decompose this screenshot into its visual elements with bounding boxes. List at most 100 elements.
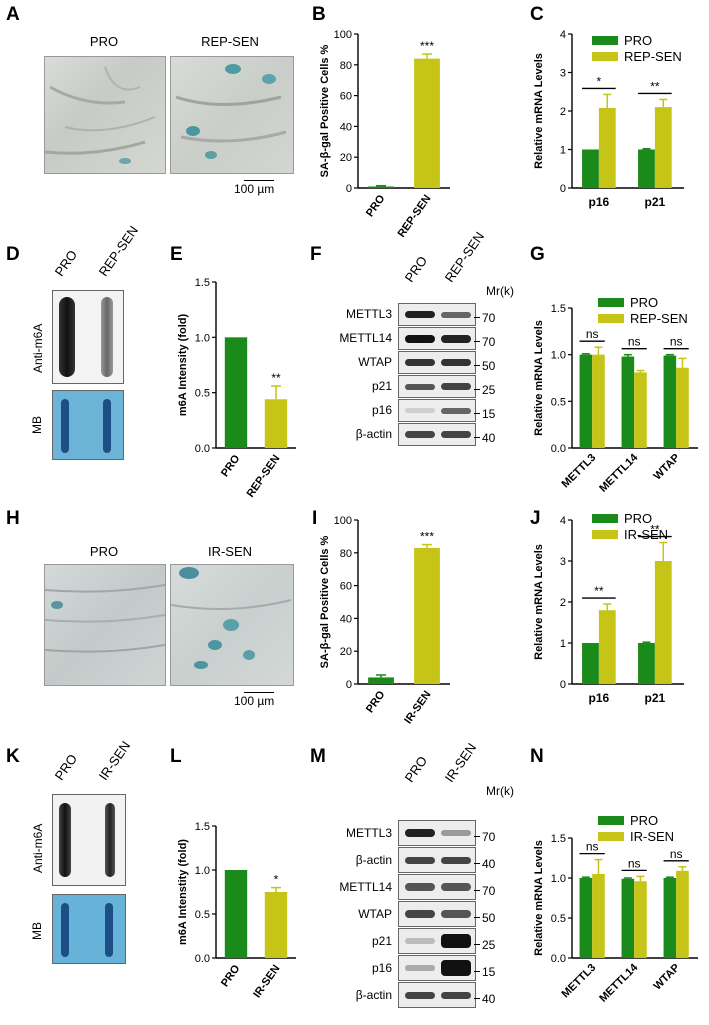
significance-label: *** — [420, 39, 434, 53]
western-mw-label: 40 — [482, 991, 496, 1006]
y-tick-label: 0.0 — [551, 953, 566, 965]
western-mw-tick — [474, 413, 480, 414]
panel-letter-k: K — [6, 746, 20, 767]
western-band — [441, 910, 471, 918]
blot-k-mb-image — [52, 894, 126, 964]
western-band-strip — [398, 982, 476, 1008]
bar — [368, 186, 394, 188]
panel-letter-f: F — [310, 244, 322, 265]
chart-g: 0.0 0.5 1.0 1.5 Relative mRNA Levels METTL3 ns… — [533, 295, 698, 495]
micrograph-a-left-caption: PRO — [89, 34, 119, 49]
legend-swatch — [598, 298, 624, 307]
y-tick-label: 100 — [334, 515, 352, 527]
western-band-strip — [398, 955, 476, 981]
legend-swatch — [598, 816, 624, 825]
western-mw-label: 40 — [482, 856, 496, 871]
western-row-label: METTL14 — [339, 879, 392, 894]
x-tick-label: p21 — [645, 195, 666, 209]
western-m-lane1-label: PRO — [401, 753, 431, 785]
legend-label: IR-SEN — [624, 527, 668, 542]
western-row-label: β-actin — [355, 852, 392, 867]
y-tick-label: 1.5 — [195, 277, 210, 289]
blot-k-anti-m6a-image — [52, 794, 126, 886]
micrograph-h-pro-image — [44, 564, 166, 686]
x-tick-label: p21 — [645, 691, 666, 705]
western-band — [441, 991, 471, 999]
western-band — [441, 934, 471, 948]
western-mw-tick — [474, 997, 480, 999]
western-row-label: β-actin — [355, 987, 392, 1002]
western-band — [405, 383, 435, 390]
panel-letter-b: B — [312, 4, 326, 25]
x-tick-label: METTL3 — [560, 962, 599, 1001]
legend-swatch — [592, 52, 618, 61]
bar — [579, 878, 593, 958]
western-band — [441, 311, 471, 318]
blot-k-bottom-label: MB — [30, 922, 44, 940]
western-mw-label: 70 — [482, 829, 496, 844]
bar — [654, 561, 672, 684]
bar — [676, 367, 689, 448]
x-tick-label: METTL14 — [597, 451, 641, 495]
western-band — [405, 829, 435, 837]
western-band — [441, 359, 471, 366]
bar — [414, 58, 440, 188]
panel-letter-d: D — [6, 244, 20, 265]
western-band-strip — [398, 928, 476, 954]
y-axis-label: SA-β-gal Positive Cells % — [319, 535, 331, 668]
chart-n: 0.0 0.5 1.0 1.5 Relative mRNA Levels METTL3 ns… — [533, 813, 698, 1005]
significance-label: * — [597, 74, 602, 88]
micrograph-h-right-caption: IR-SEN — [207, 544, 253, 559]
western-row-label: METTL3 — [345, 825, 392, 840]
legend-label: IR-SEN — [630, 829, 674, 844]
y-tick-label: 0.0 — [195, 953, 210, 965]
y-tick-label: 2 — [560, 106, 566, 118]
western-band — [441, 856, 471, 864]
y-tick-label: 0.0 — [551, 443, 566, 455]
bar — [579, 354, 593, 448]
panel-letter-j: J — [530, 508, 541, 529]
western-band — [441, 431, 471, 438]
legend-label: PRO — [630, 813, 658, 828]
western-row-label: METTL3 — [345, 307, 392, 321]
panel-letter-n: N — [530, 746, 544, 767]
significance-label: ns — [628, 335, 641, 349]
bar — [368, 677, 394, 684]
western-mw-tick — [474, 943, 480, 945]
y-tick-label: 0.5 — [195, 909, 210, 921]
western-mw-label: 25 — [482, 937, 496, 952]
blot-k-lane2-label: IR-SEN — [95, 738, 134, 783]
panel-letter-l: L — [170, 746, 182, 767]
bar — [663, 878, 677, 958]
significance-label: ns — [586, 327, 599, 341]
western-mw-label: 70 — [482, 883, 496, 898]
y-axis-label: Relative mRNA Levels — [533, 544, 545, 660]
bar — [621, 356, 635, 448]
legend-swatch — [592, 514, 618, 523]
western-band — [405, 311, 435, 318]
western-row-label: p16 — [371, 403, 392, 417]
significance-label: ns — [586, 840, 599, 854]
y-tick-label: 3 — [560, 68, 566, 80]
y-tick-label: 40 — [340, 613, 352, 625]
panel-letter-i: I — [312, 508, 318, 529]
bar — [638, 149, 655, 188]
significance-label: ns — [670, 847, 683, 861]
y-tick-label: 60 — [340, 581, 352, 593]
y-tick-label: 0.0 — [195, 443, 210, 455]
y-tick-label: 1.0 — [551, 350, 566, 362]
western-mw-tick — [474, 389, 480, 390]
x-tick-label: REP-SEN — [245, 453, 283, 500]
western-band-strip — [398, 423, 476, 446]
western-row-label: METTL14 — [339, 331, 392, 345]
y-tick-label: 1.0 — [195, 332, 210, 344]
x-tick-label: WTAP — [651, 452, 682, 483]
bar — [582, 643, 599, 684]
western-mw-label: 50 — [482, 910, 496, 925]
western-band — [441, 830, 471, 836]
y-tick-label: 1 — [560, 638, 566, 650]
western-band — [405, 883, 435, 891]
significance-label: ** — [594, 584, 604, 598]
western-band-strip — [398, 901, 476, 927]
